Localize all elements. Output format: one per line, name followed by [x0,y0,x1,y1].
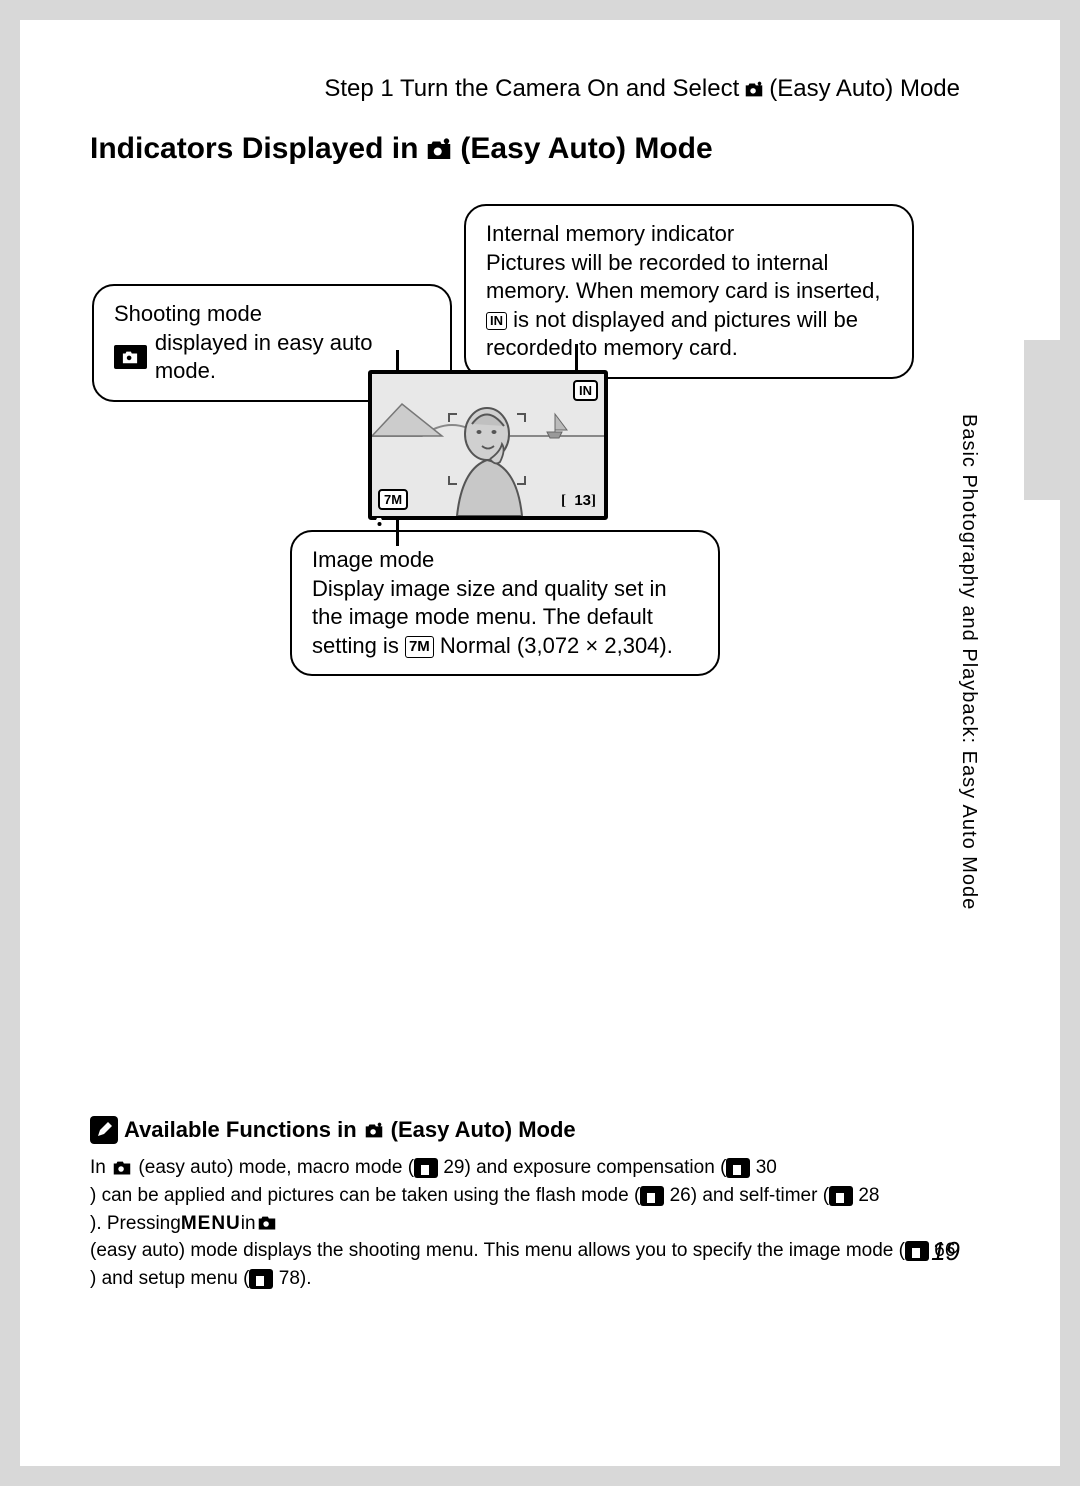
camera-heart-icon [363,1120,385,1140]
in-indicator-icon: IN [486,312,507,331]
page-ref-icon [905,1241,929,1261]
camera-heart-icon [743,79,765,99]
callout-body-b: Normal (3,072 × 2,304). [434,633,673,658]
callout-internal-memory: Internal memory indicator Pictures will … [464,204,914,379]
heading-suffix: (Easy Auto) Mode [460,132,712,166]
callout-body-b: is not displayed and pictures will be re… [486,307,858,361]
callout-title: Shooting mode [114,300,430,329]
callout-image-mode: Image mode Display image size and qualit… [290,530,720,676]
bottom-heading-suffix: (Easy Auto) Mode [391,1117,576,1143]
step-suffix: (Easy Auto) Mode [769,75,960,103]
side-tab-marker [1024,340,1060,500]
available-functions-heading: Available Functions in (Easy Auto) Mode [90,1116,576,1144]
page-ref-icon [414,1158,438,1178]
section-side-label: Basic Photography and Playback: Easy Aut… [957,414,980,910]
callout-title: Image mode [312,546,698,575]
camera-heart-icon [111,1158,133,1178]
page-ref-icon [726,1158,750,1178]
menu-button-text: MENU [181,1210,241,1238]
page-ref-icon [249,1269,273,1289]
lcd-in-badge: IN [573,380,598,401]
camera-heart-icon [256,1213,278,1233]
main-heading: Indicators Displayed in (Easy Auto) Mode [90,132,713,166]
page-ref-icon [640,1186,664,1206]
callout-title: Internal memory indicator [486,220,892,249]
callout-body-a: Pictures will be recorded to internal me… [486,250,880,304]
camera-mode-icon [114,345,147,369]
page-ref-icon [829,1186,853,1206]
lcd-shot-count: [ 13] [561,492,596,510]
camera-heart-icon [424,136,454,162]
step-prefix: Step 1 Turn the Camera On and Select [324,75,739,103]
lcd-sevenm-badge: 7M [378,489,408,510]
note-pencil-icon [90,1116,118,1144]
lcd-screen-illustration: IN 7M [ 13] [368,370,608,520]
sevenm-icon: 7M [405,636,434,658]
step-header: Step 1 Turn the Camera On and Select (Ea… [324,75,960,103]
available-functions-paragraph: In (easy auto) mode, macro mode ( 29) an… [90,1154,960,1293]
bottom-heading-prefix: Available Functions in [124,1117,357,1143]
lcd-shooting-mode-icon [372,516,604,530]
heading-prefix: Indicators Displayed in [90,132,418,166]
manual-page: Step 1 Turn the Camera On and Select (Ea… [20,20,1060,1466]
page-number: 19 [931,1236,960,1267]
